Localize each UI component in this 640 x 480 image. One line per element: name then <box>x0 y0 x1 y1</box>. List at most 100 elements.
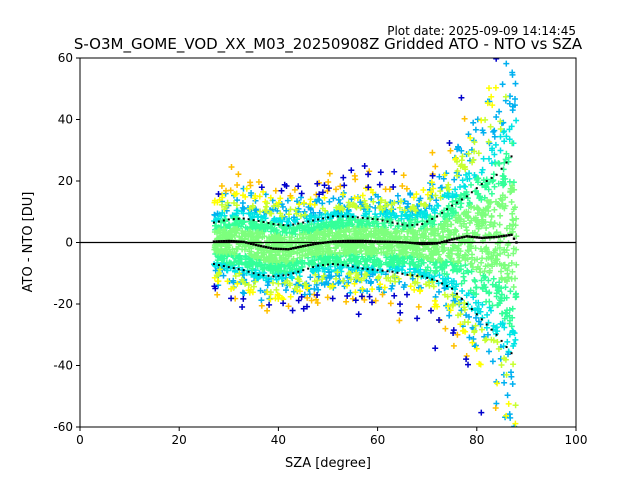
upper-band-point <box>262 221 265 223</box>
median-point <box>341 239 345 243</box>
median-point <box>289 247 292 250</box>
median-point <box>240 240 243 243</box>
upper-band-point <box>277 223 280 226</box>
median-point <box>463 235 466 239</box>
upper-band-point <box>495 173 498 176</box>
upper-band-point <box>237 217 240 220</box>
y-tick-label: 40 <box>58 113 73 127</box>
median-point <box>264 245 268 249</box>
upper-band-point <box>490 176 493 179</box>
median-point <box>473 235 476 239</box>
lower-band-point <box>307 267 310 270</box>
upper-band-point <box>376 218 379 221</box>
lower-band-point <box>426 276 429 279</box>
lower-band-point <box>386 270 389 273</box>
upper-band-point <box>247 218 250 221</box>
median-point <box>316 242 320 245</box>
upper-band-point <box>327 216 329 219</box>
lower-band-point <box>401 272 404 275</box>
upper-band-point <box>336 215 339 218</box>
x-axis: 0 20 40 60 80 100 <box>76 427 587 447</box>
median-point <box>448 238 451 242</box>
median-point <box>225 239 228 243</box>
lower-band-point <box>396 271 399 274</box>
upper-band-point <box>212 221 215 224</box>
lower-band-point <box>406 273 409 276</box>
lower-band-point <box>227 266 230 269</box>
median-point <box>378 240 382 243</box>
median-point <box>272 247 275 250</box>
upper-band-point <box>222 219 225 222</box>
lower-band-point <box>411 274 414 277</box>
upper-band-point <box>217 220 220 223</box>
median-point <box>480 236 483 240</box>
upper-band-point <box>386 220 389 223</box>
upper-band-point <box>287 224 290 227</box>
upper-band-point <box>470 191 473 194</box>
y-tick-label: 60 <box>58 51 73 65</box>
median-point <box>222 239 226 243</box>
upper-band-point <box>391 221 394 224</box>
median-point <box>230 239 233 243</box>
median-point <box>500 235 503 238</box>
x-tick-label: 40 <box>271 433 286 447</box>
plot-date: Plot date: 2025-09-09 14:14:45 <box>387 24 576 38</box>
median-point <box>269 246 273 250</box>
upper-band-point <box>500 167 503 170</box>
upper-band-point <box>381 219 384 222</box>
lower-band-point <box>421 275 424 278</box>
y-axis-label: ATO - NTO [DU] <box>21 192 36 293</box>
y-tick-label: -40 <box>53 359 73 373</box>
median-point <box>227 239 230 243</box>
median-point <box>495 235 498 239</box>
upper-band-point <box>351 215 354 218</box>
median-point <box>507 233 511 237</box>
median-point <box>249 242 253 245</box>
lower-band-point <box>217 264 220 267</box>
upper-band-point <box>272 223 275 226</box>
upper-band-point <box>331 215 334 218</box>
y-tick-label: 20 <box>58 174 73 188</box>
scatter-point-group <box>213 93 519 409</box>
median-point <box>257 244 260 247</box>
upper-band-point <box>257 219 260 222</box>
median-point <box>339 240 342 243</box>
median-point <box>309 243 312 247</box>
median-point <box>413 242 416 245</box>
median-point <box>235 240 238 243</box>
scatter-point-group <box>211 58 500 416</box>
statistic-lines <box>80 155 576 355</box>
lower-band-point <box>376 269 379 272</box>
lower-band-point <box>341 264 344 267</box>
median-point <box>388 240 392 244</box>
lower-band-point <box>242 269 245 272</box>
upper-band-point <box>322 217 325 220</box>
median-point <box>430 242 434 245</box>
lower-band-point <box>336 263 339 266</box>
x-tick-label: 80 <box>469 433 484 447</box>
median-point <box>373 240 377 243</box>
median-point <box>254 243 258 247</box>
lower-band-point <box>495 333 498 336</box>
median-point <box>416 242 419 245</box>
upper-band-point <box>485 180 488 182</box>
lower-band-point <box>346 264 349 267</box>
upper-band-point <box>227 218 230 221</box>
median-point <box>450 238 454 241</box>
y-tick-label: -20 <box>53 297 73 311</box>
upper-band-point <box>242 217 245 220</box>
median-point <box>386 240 389 243</box>
median-point <box>334 240 337 243</box>
median-point <box>299 245 302 248</box>
median-point <box>368 240 372 243</box>
median-point <box>302 244 305 248</box>
median-point <box>426 242 429 246</box>
x-tick-label: 60 <box>370 433 385 447</box>
median-point <box>306 244 310 247</box>
lower-band-point <box>322 264 325 267</box>
x-axis-label: SZA [degree] <box>285 456 371 471</box>
median-point <box>212 240 216 243</box>
upper-band-point <box>505 161 508 164</box>
lower-band-point <box>272 275 275 278</box>
